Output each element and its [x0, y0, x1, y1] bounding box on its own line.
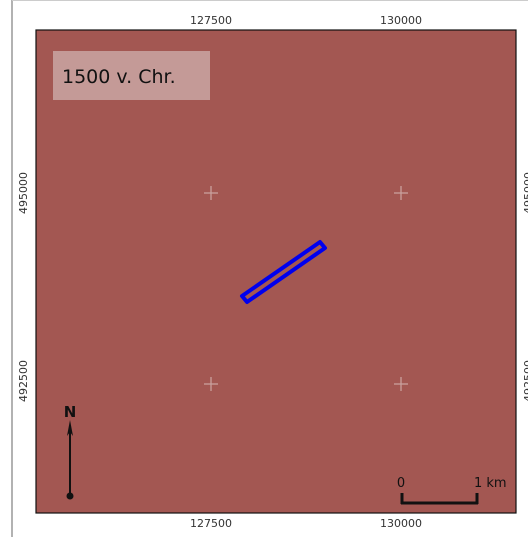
north-arrow-icon: N — [64, 403, 77, 500]
y-tick-left-495000: 495000 — [17, 172, 30, 214]
excavation-trench-outline — [240, 240, 327, 304]
y-tick-left-492500: 492500 — [17, 360, 30, 402]
period-label-box — [53, 51, 210, 100]
scale-bar: 0 1 km — [397, 476, 507, 505]
grid-cross — [394, 186, 408, 200]
scale-bar-start-label: 0 — [397, 476, 405, 491]
grid-cross — [394, 377, 408, 391]
x-tick-top-127500: 127500 — [190, 14, 232, 27]
grid-cross — [204, 186, 218, 200]
y-tick-right-495000: 495000 — [522, 172, 528, 214]
grid-crosses — [204, 186, 408, 391]
x-tick-bottom-130000: 130000 — [380, 517, 422, 530]
period-label: 1500 v. Chr. — [62, 66, 176, 88]
scale-bar-end-label: 1 km — [474, 476, 507, 491]
north-arrow-letter: N — [64, 403, 77, 421]
y-tick-right-492500: 492500 — [522, 360, 528, 402]
grid-cross — [204, 377, 218, 391]
x-tick-top-130000: 130000 — [380, 14, 422, 27]
x-tick-bottom-127500: 127500 — [190, 517, 232, 530]
